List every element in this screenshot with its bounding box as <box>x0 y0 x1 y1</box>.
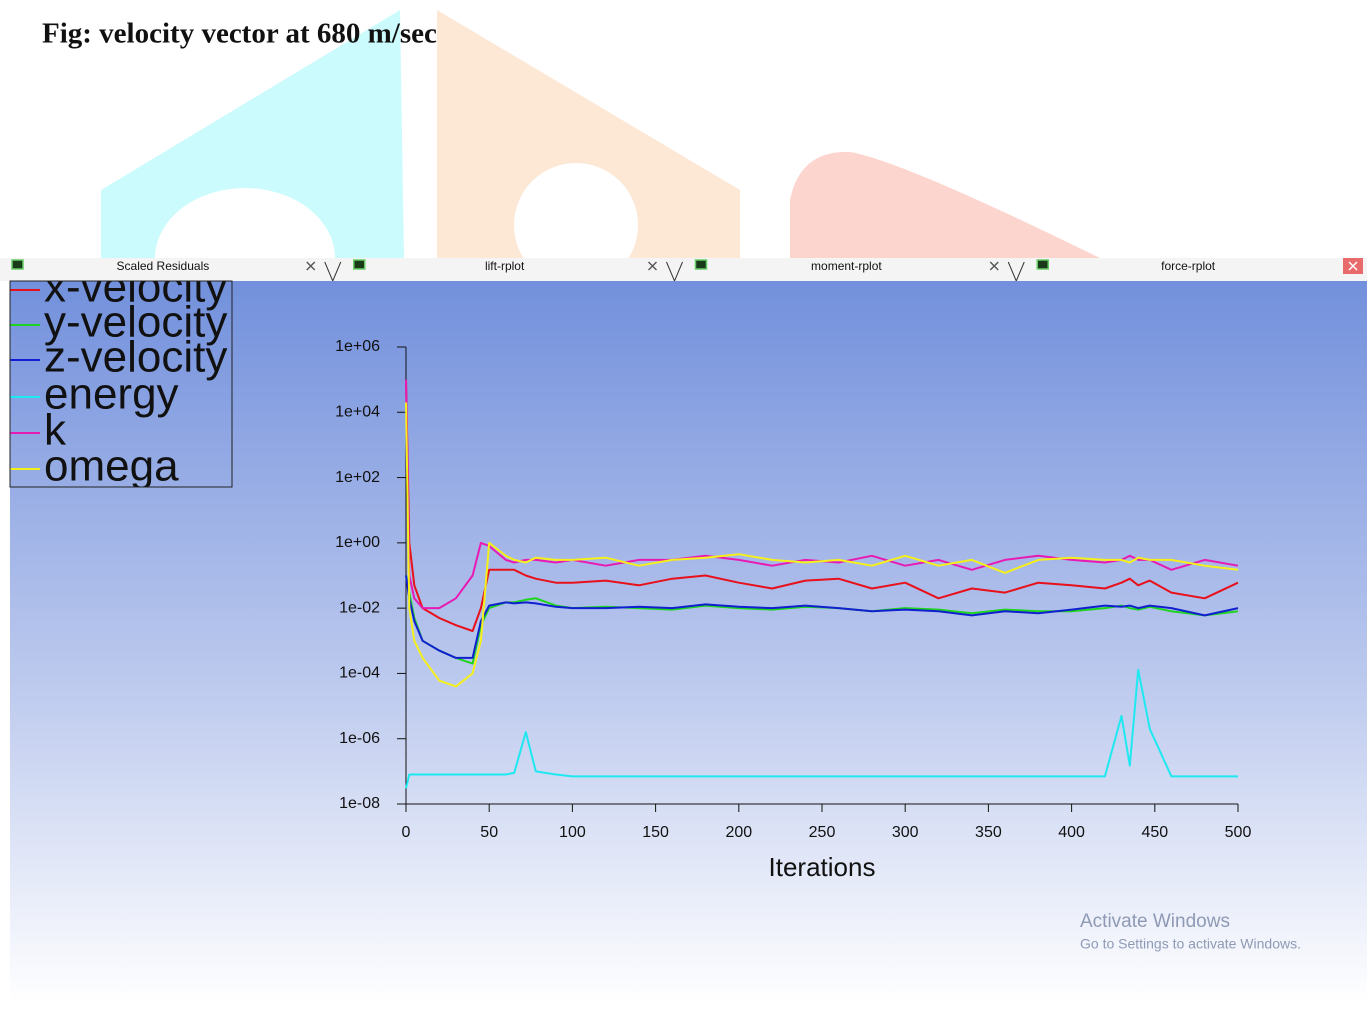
tab[interactable]: lift-rplot <box>353 259 683 283</box>
series-line <box>405 379 1239 632</box>
x-tick-label: 300 <box>892 824 919 841</box>
legend-label: k <box>44 406 67 455</box>
tab-icon <box>1036 259 1049 270</box>
x-tick-label: 200 <box>725 824 752 841</box>
y-tick-label: 1e+04 <box>335 404 380 421</box>
x-tick-label: 250 <box>809 824 836 841</box>
x-tick-label: 450 <box>1141 824 1168 841</box>
x-tick-label: 400 <box>1058 824 1085 841</box>
watermark-shape <box>155 188 335 258</box>
tabs: Scaled Residuals lift-rplot moment-rplot fo… <box>11 258 1363 283</box>
series-line <box>405 575 1239 659</box>
y-tick-label: 1e-08 <box>339 795 380 812</box>
tab-close[interactable] <box>989 261 999 271</box>
y-tick-label: 1e+00 <box>335 534 380 551</box>
y-tick-label: 1e-04 <box>339 665 380 682</box>
watermark-subtitle: Go to Settings to activate Windows. <box>1080 936 1301 952</box>
watermark-shape <box>790 151 1100 258</box>
watermark-shape <box>514 163 638 287</box>
tab-icon <box>353 259 366 270</box>
tab-label: Scaled Residuals <box>117 259 210 273</box>
watermark-title: Activate Windows <box>1080 911 1230 932</box>
x-tick-label: 50 <box>480 824 498 841</box>
tab[interactable]: force-rplot <box>1036 258 1363 274</box>
x-tick-label: 100 <box>559 824 586 841</box>
watermark-shape <box>437 10 740 258</box>
chart: 1e-08 1e-06 1e-04 1e-02 1e+00 1e+02 1e+04 1e+06… <box>335 338 1251 882</box>
tab-icon <box>694 259 708 270</box>
watermark-shape <box>101 10 404 258</box>
x-tick-label: 0 <box>402 824 411 841</box>
legend-box <box>9 280 233 488</box>
tab-close[interactable] <box>648 261 657 271</box>
tab-bar <box>0 258 1367 281</box>
legend-label: y-velocity <box>44 298 227 347</box>
legend: x-velocityy-velocityz-velocityenergykome… <box>10 263 227 491</box>
x-tick-label: 150 <box>642 824 669 841</box>
x-tick-label: 500 <box>1225 824 1252 841</box>
tab-close[interactable] <box>306 261 316 271</box>
tab-label: force-rplot <box>1161 259 1216 273</box>
tab-icon <box>11 259 24 270</box>
series-line <box>405 668 1238 789</box>
legend-label: z-velocity <box>44 333 227 382</box>
x-tick-label: 350 <box>975 824 1002 841</box>
y-tick-label: 1e+02 <box>335 469 380 486</box>
x-axis-label: Iterations <box>769 852 876 882</box>
plot-background <box>10 281 1367 1004</box>
legend-label: x-velocity <box>44 263 227 312</box>
tab-label: moment-rplot <box>811 259 882 273</box>
legend-label: omega <box>44 442 179 491</box>
tab-label: lift-rplot <box>485 259 525 273</box>
series-line <box>405 402 1239 688</box>
legend-label: energy <box>44 370 179 419</box>
y-tick-label: 1e-02 <box>339 599 380 616</box>
y-tick-label: 1e-06 <box>339 730 380 747</box>
y-tick-label: 1e+06 <box>335 338 380 355</box>
caption: Fig: velocity vector at 680 m/sec <box>42 18 437 50</box>
tab-close-x <box>1348 261 1358 271</box>
